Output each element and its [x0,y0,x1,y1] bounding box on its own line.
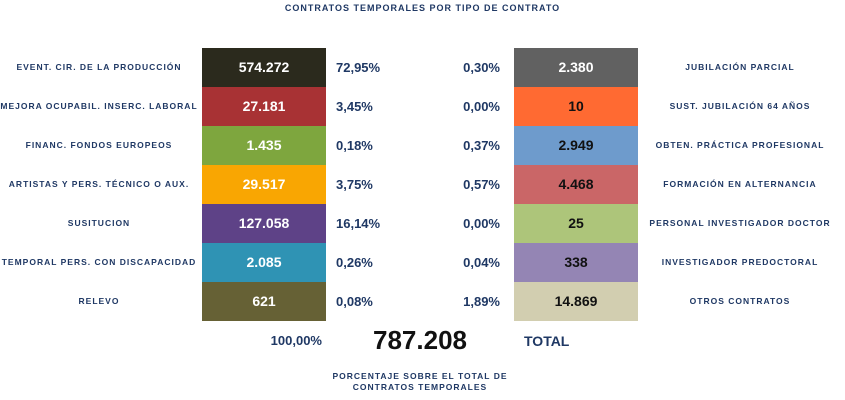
table-row: FINANC. FONDOS EUROPEOS 1.435 0,18% 0,37% 2.… [0,126,845,165]
table-row: EVENT. CIR. DE LA PRODUCCIÓN 574.272 72,95… [0,48,845,87]
left-value-box: 1.435 [202,126,326,165]
right-category-label: INVESTIGADOR PREDOCTORAL [661,257,819,267]
left-category-label: ARTISTAS Y PERS. TÉCNICO O AUX. [8,179,190,189]
left-percentage: 16,14% [336,216,381,231]
left-value-box: 27.181 [202,87,326,126]
right-category-label: OTROS CONTRATOS [689,296,791,306]
right-value-box: 25 [514,204,638,243]
left-percentage: 72,95% [336,60,381,75]
left-category-label: TEMPORAL PERS. CON DISCAPACIDAD [1,257,197,267]
total-percentage: 100,00% [270,333,322,348]
right-value-box: 2.949 [514,126,638,165]
right-category-label: FORMACIÓN EN ALTERNANCIA [663,179,817,189]
right-category-label: SUST. JUBILACIÓN 64 AÑOS [669,101,811,111]
left-category-label: MEJORA OCUPABIL. INSERC. LABORAL [0,101,198,111]
table-row: ARTISTAS Y PERS. TÉCNICO O AUX. 29.517 3,7… [0,165,845,204]
left-category-label: RELEVO [78,296,120,306]
right-percentage: 0,00% [463,99,500,114]
right-percentage: 0,00% [463,216,500,231]
left-percentage: 0,08% [336,294,373,309]
left-category-label: EVENT. CIR. DE LA PRODUCCIÓN [16,62,182,72]
right-value-box: 10 [514,87,638,126]
right-percentage: 0,30% [463,60,500,75]
chart-title: CONTRATOS TEMPORALES POR TIPO DE CONTRAT… [284,3,561,13]
right-value-box: 4.468 [514,165,638,204]
left-percentage: 0,26% [336,255,373,270]
right-category-label: JUBILACIÓN PARCIAL [685,62,795,72]
table-row: MEJORA OCUPABIL. INSERC. LABORAL 27.181 3,… [0,87,845,126]
total-value: 787.208 [373,325,467,355]
right-value-box: 14.869 [514,282,638,321]
right-percentage: 1,89% [463,294,500,309]
right-percentage: 0,37% [463,138,500,153]
left-category-label: SUSITUCION [67,218,131,228]
left-value-box: 2.085 [202,243,326,282]
right-category-label: OBTEN. PRÁCTICA PROFESIONAL [655,140,825,150]
table-row: SUSITUCION 127.058 16,14% 0,00% 25 PERSONAL I… [0,204,845,243]
footnote: PORCENTAJE SOBRE EL TOTAL DE CONTRATOS T… [320,371,520,393]
right-percentage: 0,57% [463,177,500,192]
footnote-line-2: CONTRATOS TEMPORALES [352,382,488,392]
left-percentage: 3,45% [336,99,373,114]
footnote-line-1: PORCENTAJE SOBRE EL TOTAL DE [332,371,508,381]
right-percentage: 0,04% [463,255,500,270]
left-percentage: 0,18% [336,138,373,153]
left-value-box: 621 [202,282,326,321]
left-category-label: FINANC. FONDOS EUROPEOS [25,140,173,150]
table-row: RELEVO 621 0,08% 1,89% 14.869 OTROS CONTRATOS [0,282,845,321]
left-value-box: 127.058 [202,204,326,243]
left-value-box: 574.272 [202,48,326,87]
right-category-label: PERSONAL INVESTIGADOR DOCTOR [649,218,831,228]
right-value-box: 338 [514,243,638,282]
left-percentage: 3,75% [336,177,373,192]
table-row: TEMPORAL PERS. CON DISCAPACIDAD 2.085 0,26… [0,243,845,282]
total-label: TOTAL [524,333,570,349]
left-value-box: 29.517 [202,165,326,204]
right-value-box: 2.380 [514,48,638,87]
